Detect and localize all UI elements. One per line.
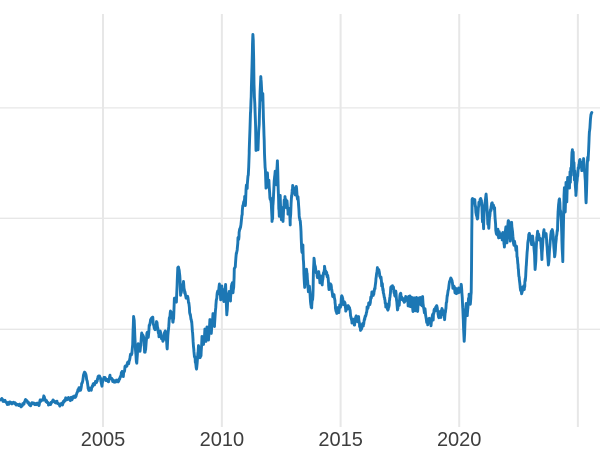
svg-text:2015: 2015 xyxy=(318,429,363,450)
svg-text:2010: 2010 xyxy=(200,429,245,450)
svg-text:2020: 2020 xyxy=(437,429,482,450)
svg-text:2005: 2005 xyxy=(81,429,126,450)
